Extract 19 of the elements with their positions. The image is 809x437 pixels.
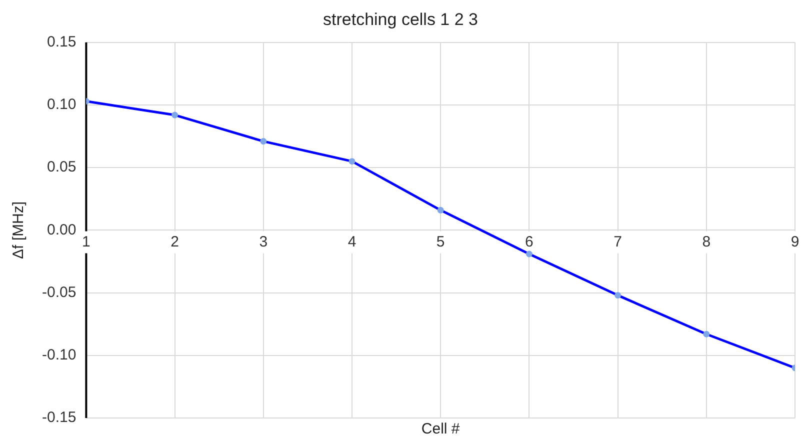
y-tick-label: -0.15	[42, 409, 76, 426]
y-tick-label: -0.10	[42, 346, 76, 364]
y-tick-label: 0.15	[46, 34, 76, 51]
x-tick-label: 2	[170, 233, 179, 250]
x-tick-label: 7	[614, 233, 622, 250]
y-tick-label: -0.05	[42, 284, 76, 301]
y-tick-label: 0.00	[46, 221, 76, 238]
chart-title: stretching cells 1 2 3	[323, 10, 478, 29]
x-tick-label: 6	[525, 233, 534, 250]
x-tick-label: 8	[702, 233, 711, 250]
x-axis-title: Cell #	[421, 420, 460, 437]
x-tick-label: 9	[790, 233, 800, 250]
x-tick-label: 1	[82, 233, 90, 250]
y-tick-label: 0.10	[46, 96, 76, 114]
x-tick-label: 5	[436, 233, 445, 250]
y-tick-label: 0.05	[46, 158, 76, 176]
y-axis-title: Δf [MHz]	[10, 201, 28, 259]
x-tick-label: 3	[259, 233, 268, 250]
x-tick-label: 4	[348, 233, 356, 250]
